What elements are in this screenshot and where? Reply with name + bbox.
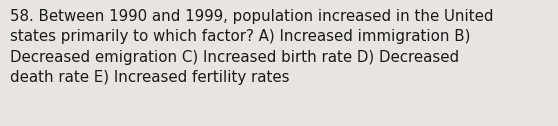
Text: 58. Between 1990 and 1999, population increased in the United
states primarily t: 58. Between 1990 and 1999, population in…	[10, 9, 493, 85]
